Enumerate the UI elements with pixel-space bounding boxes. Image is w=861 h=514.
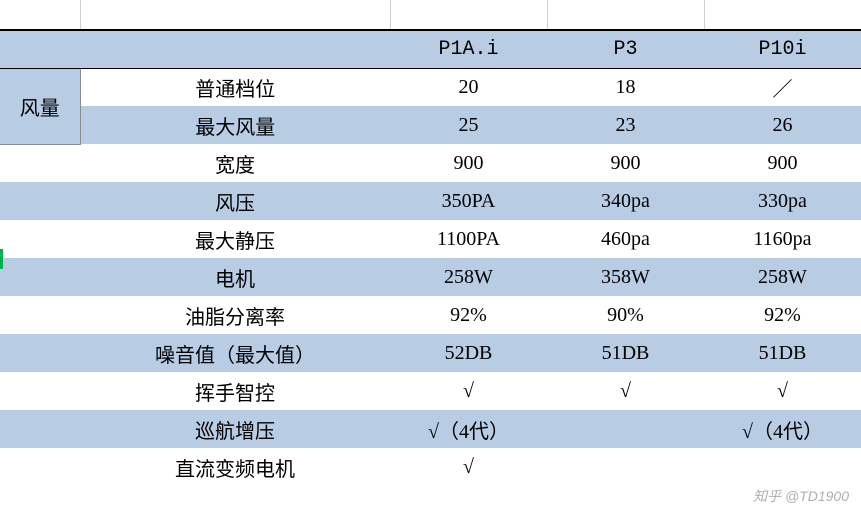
header-model-1: P1A.i [390, 30, 547, 68]
param-name: 普通档位 [80, 68, 390, 106]
value-cell: √ [390, 372, 547, 410]
value-cell: √ [704, 372, 861, 410]
header-row: P1A.i P3 P10i [0, 30, 861, 68]
value-cell: 358W [547, 258, 704, 296]
value-cell: √（4代） [390, 410, 547, 448]
watermark: 知乎 @TD1900 [753, 486, 849, 506]
table-row: 直流变频电机 √ [0, 448, 861, 486]
value-cell: 900 [547, 144, 704, 182]
param-name: 巡航增压 [80, 410, 390, 448]
param-name: 风压 [80, 182, 390, 220]
value-cell: 350PA [390, 182, 547, 220]
table-row: 最大静压 1100PA 460pa 1160pa [0, 220, 861, 258]
value-cell: 258W [704, 258, 861, 296]
blank-cell [0, 334, 80, 372]
value-cell: 900 [704, 144, 861, 182]
blank-cell [0, 258, 80, 296]
param-name: 噪音值（最大值） [80, 334, 390, 372]
header-blank-2 [80, 30, 390, 68]
blank-cell [0, 220, 80, 258]
value-cell: 51DB [547, 334, 704, 372]
blank-cell [0, 144, 80, 182]
blank-cell [0, 410, 80, 448]
value-cell: 18 [547, 68, 704, 106]
value-cell: 51DB [704, 334, 861, 372]
value-cell: 330pa [704, 182, 861, 220]
value-cell: 90% [547, 296, 704, 334]
value-cell: √ [390, 448, 547, 486]
table-row: 宽度 900 900 900 [0, 144, 861, 182]
empty-cell [0, 0, 80, 30]
param-name: 直流变频电机 [80, 448, 390, 486]
value-cell: 92% [704, 296, 861, 334]
param-name: 最大静压 [80, 220, 390, 258]
empty-cell [547, 0, 704, 30]
blank-cell [0, 296, 80, 334]
value-cell: 25 [390, 106, 547, 144]
side-label: 风量 [0, 68, 80, 144]
table-row: 噪音值（最大值） 52DB 51DB 51DB [0, 334, 861, 372]
empty-cell [80, 0, 390, 30]
value-cell [547, 410, 704, 448]
value-cell: 52DB [390, 334, 547, 372]
empty-header-row [0, 0, 861, 30]
blank-cell [0, 372, 80, 410]
param-name: 挥手智控 [80, 372, 390, 410]
empty-cell [390, 0, 547, 30]
table-row: 风量 普通档位 20 18 ／ [0, 68, 861, 106]
value-cell: √ [547, 372, 704, 410]
value-cell: 340pa [547, 182, 704, 220]
value-cell: 460pa [547, 220, 704, 258]
table-row: 最大风量 25 23 26 [0, 106, 861, 144]
value-cell: 258W [390, 258, 547, 296]
value-cell [547, 448, 704, 486]
value-cell: 92% [390, 296, 547, 334]
table-row: 风压 350PA 340pa 330pa [0, 182, 861, 220]
blank-cell [0, 182, 80, 220]
empty-cell [704, 0, 861, 30]
value-cell: ／ [704, 68, 861, 106]
comparison-table: P1A.i P3 P10i 风量 普通档位 20 18 ／ 最大风量 25 23… [0, 0, 861, 486]
value-cell [704, 448, 861, 486]
param-name: 油脂分离率 [80, 296, 390, 334]
blank-cell [0, 448, 80, 486]
value-cell: 23 [547, 106, 704, 144]
header-blank-1 [0, 30, 80, 68]
table-row: 电机 258W 358W 258W [0, 258, 861, 296]
value-cell: 26 [704, 106, 861, 144]
param-name: 宽度 [80, 144, 390, 182]
table-row: 挥手智控 √ √ √ [0, 372, 861, 410]
param-name: 电机 [80, 258, 390, 296]
value-cell: 1100PA [390, 220, 547, 258]
value-cell: 20 [390, 68, 547, 106]
value-cell: √（4代） [704, 410, 861, 448]
table-row: 油脂分离率 92% 90% 92% [0, 296, 861, 334]
header-model-2: P3 [547, 30, 704, 68]
param-name: 最大风量 [80, 106, 390, 144]
green-edge-marker [0, 249, 3, 269]
header-model-3: P10i [704, 30, 861, 68]
table-row: 巡航增压 √（4代） √（4代） [0, 410, 861, 448]
value-cell: 900 [390, 144, 547, 182]
value-cell: 1160pa [704, 220, 861, 258]
